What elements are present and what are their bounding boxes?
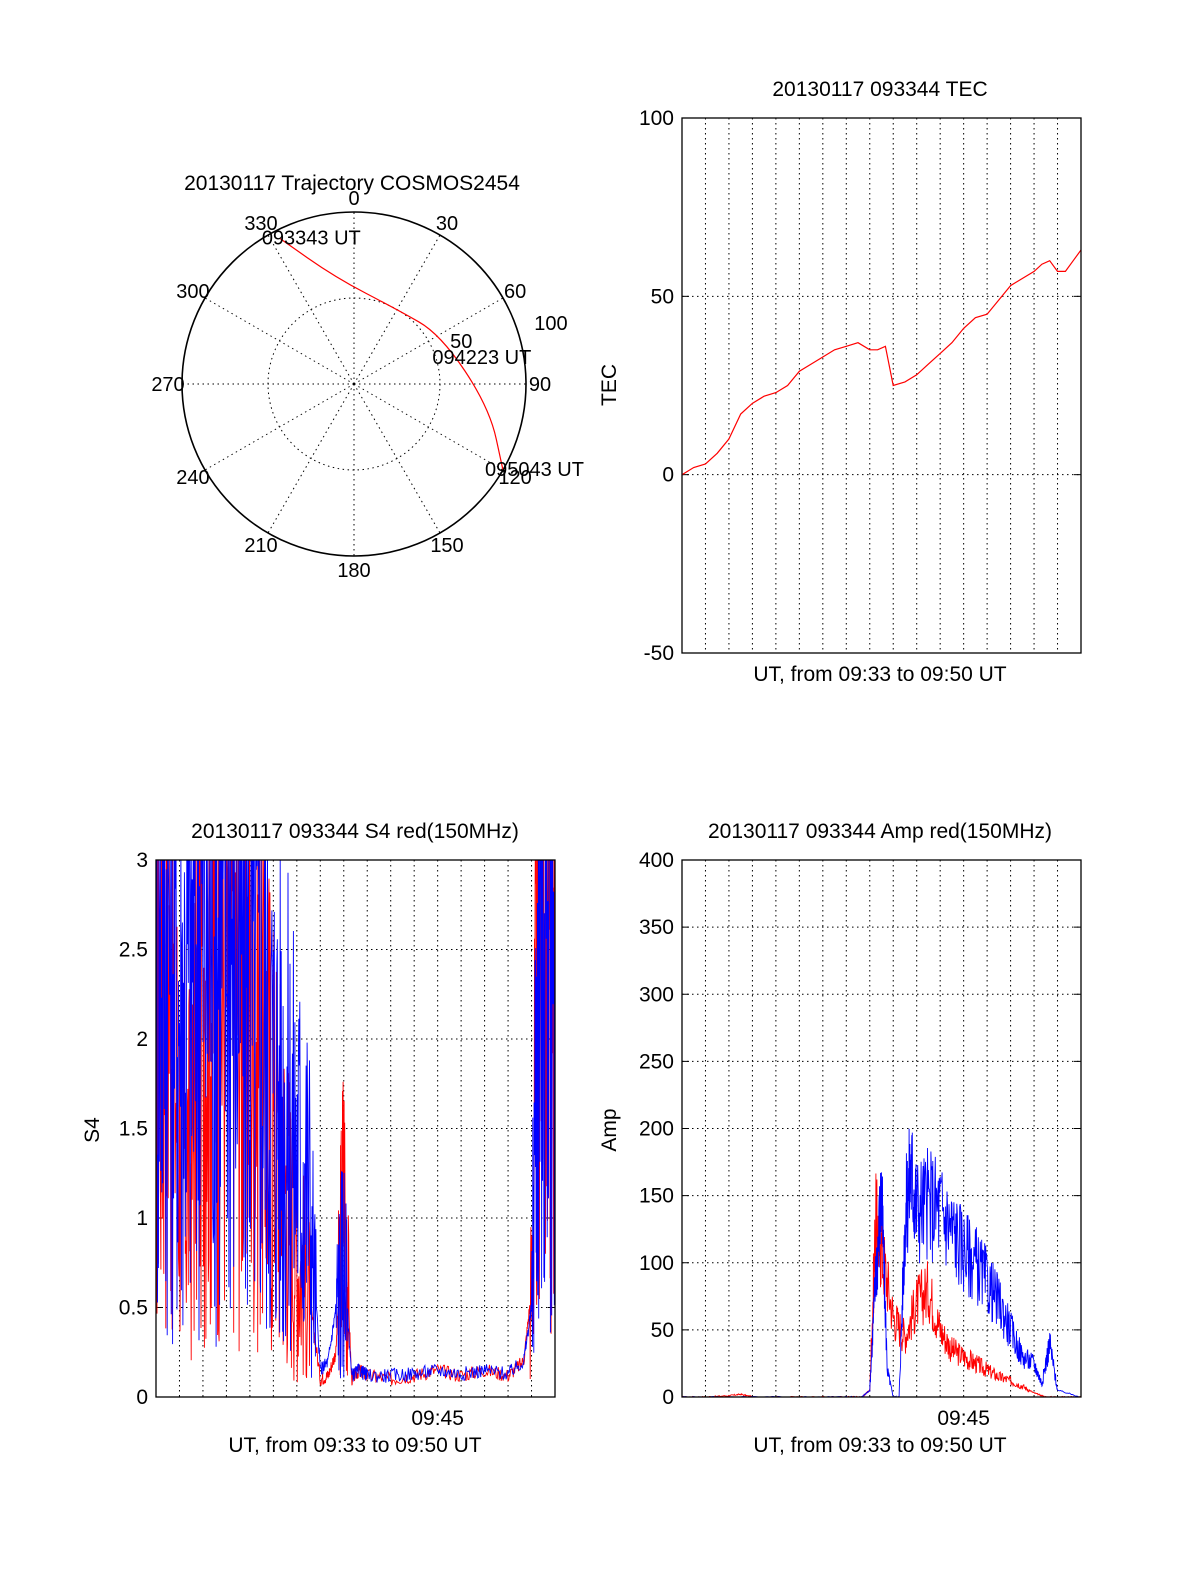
polar-spoke <box>267 383 355 534</box>
tec-x-label: UT, from 09:33 to 09:50 UT <box>753 663 1006 686</box>
tec-y-label: TEC <box>598 364 621 406</box>
amp-x-tick-labels: 09:45 <box>937 1407 990 1430</box>
tec-series <box>682 249 1081 476</box>
amp-y-label: Amp <box>598 1108 621 1151</box>
amp-y-tick-label: 0 <box>662 1386 674 1409</box>
s4-y-tick-label: 0 <box>136 1386 148 1409</box>
s4-y-tick-label: 1 <box>136 1207 148 1230</box>
s4-x-tick-labels: 09:45 <box>411 1407 464 1430</box>
s4-y-label: S4 <box>81 1117 104 1143</box>
s4-series <box>156 860 555 1386</box>
s4-x-label: UT, from 09:33 to 09:50 UT <box>228 1434 481 1457</box>
polar-radius-label: 50 <box>450 331 472 353</box>
amp-series-line <box>682 1173 1081 1397</box>
polar-angle-label: 60 <box>504 281 526 303</box>
tec-y-tick-label: 0 <box>662 464 674 487</box>
tec-panel: 20130117 093344 TEC 100 50 0 -50 UT, from 0… <box>598 78 1082 686</box>
s4-y-tick-labels: 3 2.5 2 1.5 1 0.5 0 <box>119 849 148 1409</box>
amp-x-tick-label: 09:45 <box>937 1407 990 1430</box>
polar-angle-label: 270 <box>151 374 184 396</box>
polar-angle-label: 330 <box>244 213 277 235</box>
polar-angle-label: 0 <box>348 188 359 210</box>
amp-frame <box>681 859 1082 1398</box>
polar-angle-label: 30 <box>436 213 458 235</box>
amp-y-tick-labels: 400 350 300 250 200 150 100 50 0 <box>639 849 674 1409</box>
polar-angle-label: 150 <box>430 535 463 557</box>
polar-title: 20130117 Trajectory COSMOS2454 <box>184 172 520 195</box>
trajectory-line <box>279 237 504 471</box>
polar-spoke <box>353 383 441 534</box>
trajectory-annotations: 093343 UT 094223 UT 095043 UT <box>262 227 584 481</box>
amp-y-tick-label: 350 <box>639 916 674 939</box>
amp-grid <box>682 859 1081 1398</box>
tec-series-line <box>682 249 1081 476</box>
tec-title: 20130117 093344 TEC <box>772 78 987 101</box>
amp-y-tick-label: 200 <box>639 1118 674 1141</box>
s4-title: 20130117 093344 S4 red(150MHz) <box>191 820 519 843</box>
polar-angle-label: 240 <box>176 467 209 489</box>
tec-frame <box>681 117 1082 654</box>
amp-panel: 20130117 093344 Amp red(150MHz) 400 350 30… <box>598 820 1082 1457</box>
polar-spoke <box>267 234 355 385</box>
s4-y-tick-label: 0.5 <box>119 1297 148 1320</box>
s4-y-tick-label: 2 <box>136 1028 148 1051</box>
polar-grid <box>181 211 527 557</box>
polar-spoke <box>204 383 355 471</box>
polar-panel: 20130117 Trajectory COSMOS2454 0 30 60 90 12… <box>151 172 584 582</box>
amp-title: 20130117 093344 Amp red(150MHz) <box>708 820 1052 843</box>
amp-series <box>682 1128 1081 1397</box>
trajectory-annotation: 094223 UT <box>432 347 531 369</box>
tec-grid <box>682 117 1081 654</box>
polar-angle-labels: 0 30 60 90 120 150 180 210 240 270 300 330 <box>151 188 551 582</box>
polar-angle-label: 120 <box>498 467 531 489</box>
amp-y-tick-label: 150 <box>639 1185 674 1208</box>
amp-y-tick-label: 300 <box>639 983 674 1006</box>
polar-spoke <box>353 297 504 385</box>
polar-spoke <box>353 383 504 471</box>
s4-y-tick-label: 2.5 <box>119 939 148 962</box>
amp-y-tick-label: 250 <box>639 1050 674 1073</box>
polar-angle-label: 210 <box>244 535 277 557</box>
polar-outer-circle <box>181 211 527 557</box>
s4-frame <box>155 859 556 1398</box>
tec-y-tick-label: -50 <box>644 642 674 665</box>
amp-y-tick-label: 50 <box>651 1319 674 1342</box>
s4-y-tick-label: 1.5 <box>119 1118 148 1141</box>
tec-y-tick-label: 50 <box>651 285 674 308</box>
polar-angle-label: 180 <box>337 560 370 582</box>
s4-y-tick-label: 3 <box>136 849 148 872</box>
polar-angle-label: 90 <box>529 374 551 396</box>
s4-panel: 20130117 093344 S4 red(150MHz) 3 2.5 2 1.5 1… <box>81 820 556 1457</box>
trajectory-annotation: 095043 UT <box>485 459 584 481</box>
amp-y-tick-label: 100 <box>639 1252 674 1275</box>
tec-y-tick-labels: 100 50 0 -50 <box>639 107 674 665</box>
amp-series-line <box>682 1128 1081 1397</box>
tec-y-tick-label: 100 <box>639 107 674 130</box>
s4-series-line <box>156 860 555 1383</box>
trajectory-annotation: 093343 UT <box>262 227 361 249</box>
amp-x-label: UT, from 09:33 to 09:50 UT <box>753 1434 1006 1457</box>
polar-angle-label: 300 <box>176 281 209 303</box>
polar-radius-labels: 50 100 <box>450 313 567 353</box>
polar-radius-label: 100 <box>534 313 567 335</box>
s4-x-tick-label: 09:45 <box>411 1407 464 1430</box>
amp-y-tick-label: 400 <box>639 849 674 872</box>
polar-spoke <box>204 297 355 385</box>
